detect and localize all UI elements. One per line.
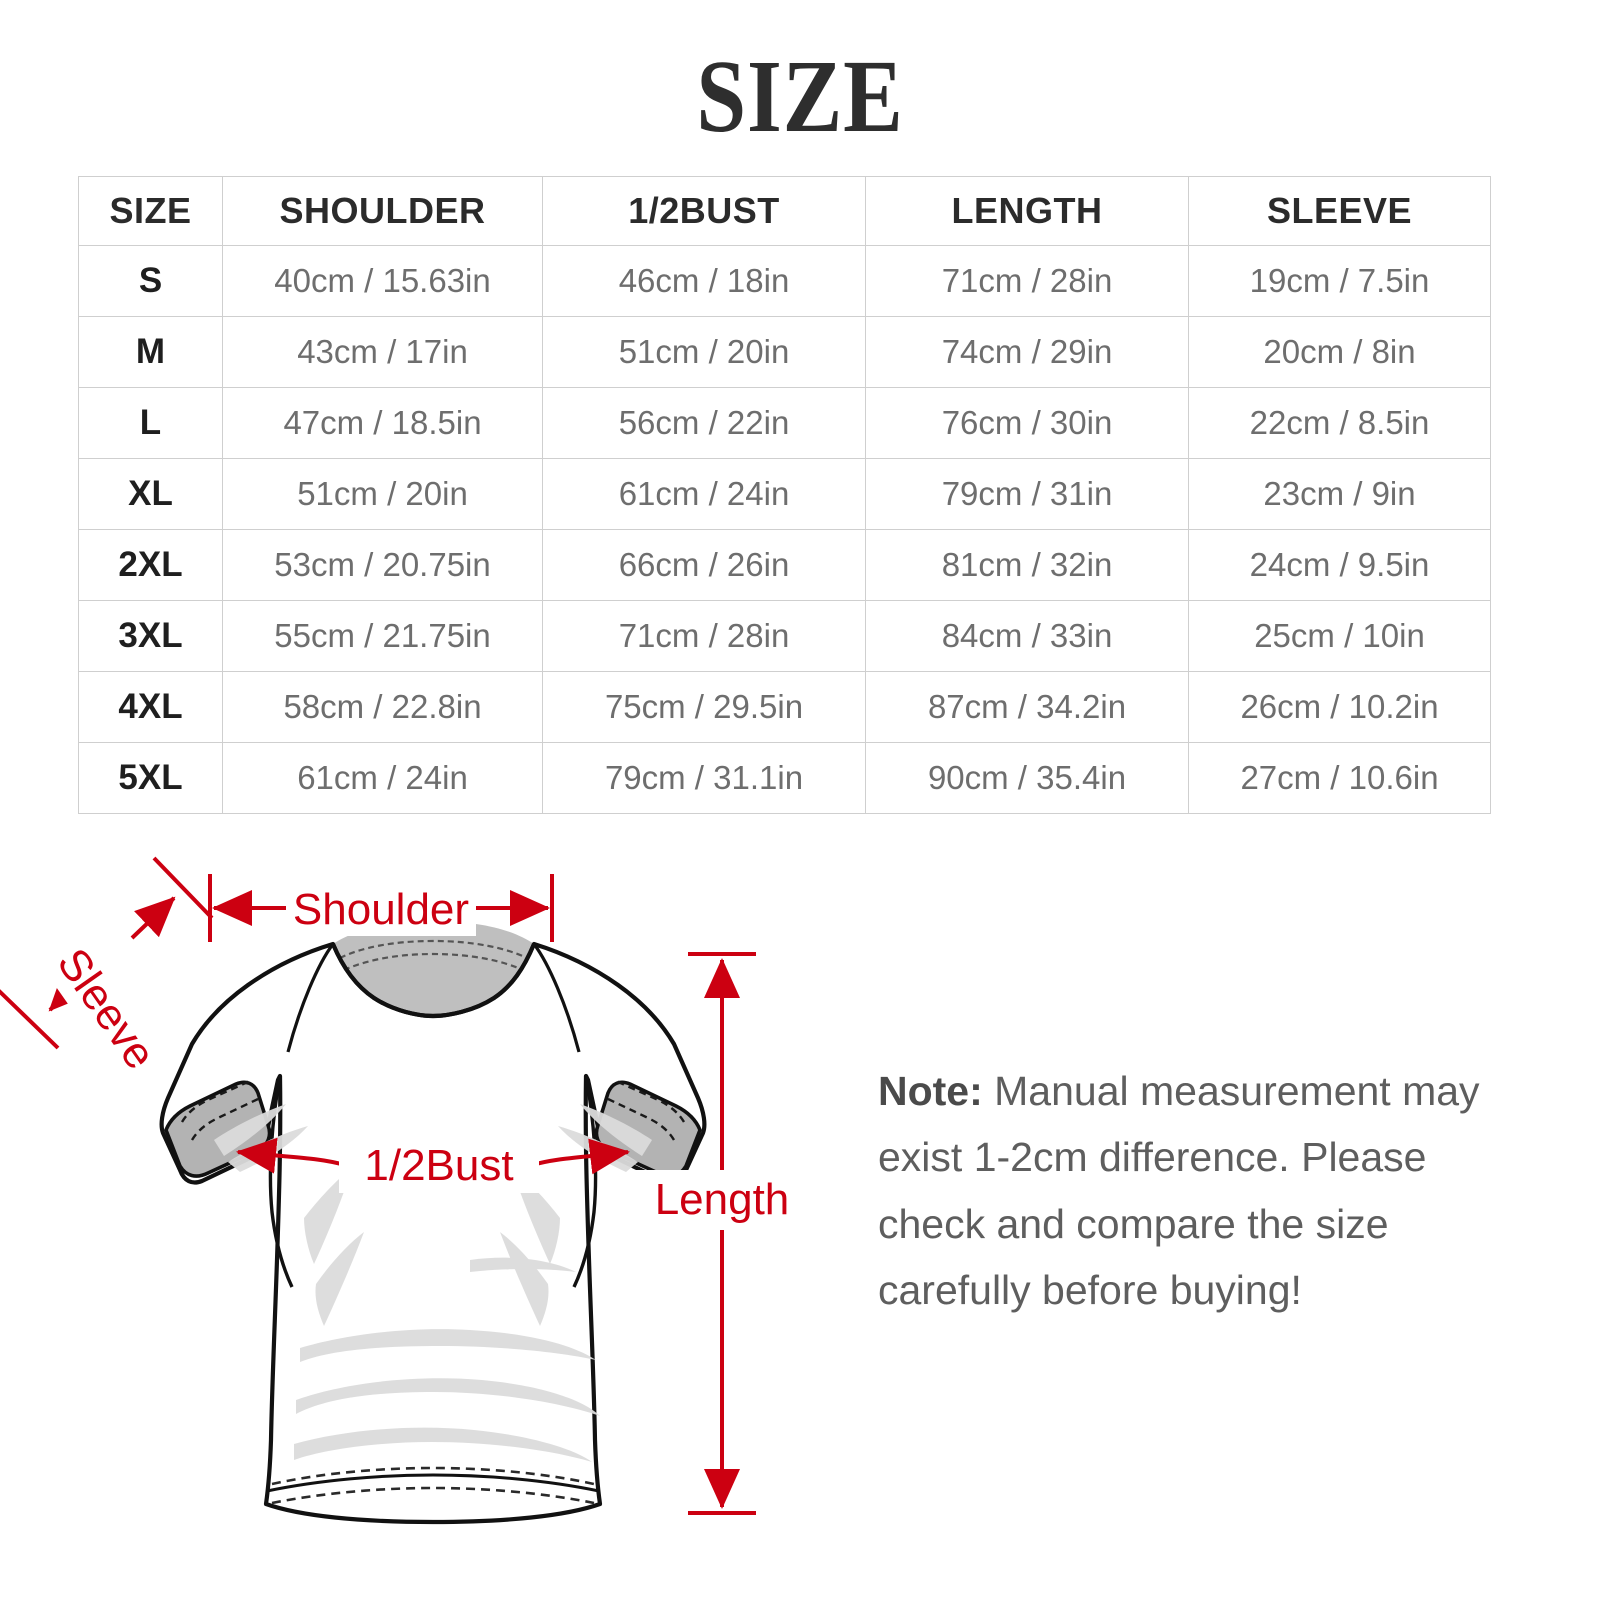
sleeve-tick-lower xyxy=(0,989,60,1050)
cell-sleeve: 20cm / 8in xyxy=(1188,316,1491,388)
table-row: M 43cm / 17in 51cm / 20in 74cm / 29in 20… xyxy=(78,316,1491,388)
column-header-size: SIZE xyxy=(78,176,223,246)
size-chart-table: SIZE SHOULDER 1/2BUST LENGTH SLEEVE S 40… xyxy=(78,176,1491,814)
cell-bust: 75cm / 29.5in xyxy=(542,671,866,743)
cell-size: M xyxy=(78,316,223,388)
cell-bust: 79cm / 31.1in xyxy=(542,742,866,814)
cell-bust: 61cm / 24in xyxy=(542,458,866,530)
cell-size: 2XL xyxy=(78,529,223,601)
cell-sleeve: 25cm / 10in xyxy=(1188,600,1491,672)
sleeve-arrow-up xyxy=(130,896,176,940)
column-header-bust: 1/2BUST xyxy=(542,176,866,246)
cell-length: 90cm / 35.4in xyxy=(865,742,1189,814)
collar-stitch-band xyxy=(339,939,528,959)
collar-outer-edge xyxy=(331,943,536,1019)
cell-size: 3XL xyxy=(78,600,223,672)
tshirt-illustration xyxy=(159,921,707,1525)
column-header-length: LENGTH xyxy=(865,176,1189,246)
cell-shoulder: 58cm / 22.8in xyxy=(222,671,543,743)
sleeve-label-backdrop xyxy=(32,922,178,1098)
cell-sleeve: 26cm / 10.2in xyxy=(1188,671,1491,743)
table-row: 5XL 61cm / 24in 79cm / 31.1in 90cm / 35.… xyxy=(78,742,1491,814)
length-label: Length xyxy=(655,1175,790,1224)
cuff-stitch-right-2 xyxy=(607,1097,676,1141)
table-row: L 47cm / 18.5in 56cm / 22in 76cm / 30in … xyxy=(78,387,1491,459)
cell-shoulder: 43cm / 17in xyxy=(222,316,543,388)
cell-length: 76cm / 30in xyxy=(865,387,1189,459)
length-label-backdrop xyxy=(630,1170,818,1228)
column-header-shoulder: SHOULDER xyxy=(222,176,543,246)
cell-size: 4XL xyxy=(78,671,223,743)
cell-shoulder: 40cm / 15.63in xyxy=(222,245,543,317)
hem-stitch-lower xyxy=(271,1486,595,1505)
cell-size: 5XL xyxy=(78,742,223,814)
note-prefix: Note: xyxy=(878,1068,983,1114)
cuff-stitch-right-1 xyxy=(615,1079,686,1123)
cuff-stitch-left-2 xyxy=(190,1097,259,1141)
cell-bust: 46cm / 18in xyxy=(542,245,866,317)
cell-shoulder: 47cm / 18.5in xyxy=(222,387,543,459)
cell-size: S xyxy=(78,245,223,317)
size-chart-table-container: SIZE SHOULDER 1/2BUST LENGTH SLEEVE S 40… xyxy=(78,176,1491,814)
cell-length: 81cm / 32in xyxy=(865,529,1189,601)
note-body: Manual measurement may exist 1-2cm diffe… xyxy=(878,1068,1480,1314)
measurement-annotations xyxy=(0,856,756,1515)
shoulder-label: Shoulder xyxy=(293,885,469,934)
cell-sleeve: 23cm / 9in xyxy=(1188,458,1491,530)
hem-stitch-upper xyxy=(271,1466,595,1486)
sleeve-tick-upper xyxy=(152,856,214,920)
cell-bust: 71cm / 28in xyxy=(542,600,866,672)
cell-size: L xyxy=(78,387,223,459)
measurement-note: Note: Manual measurement may exist 1-2cm… xyxy=(878,1058,1500,1324)
cell-shoulder: 55cm / 21.75in xyxy=(222,600,543,672)
table-row: XL 51cm / 20in 61cm / 24in 79cm / 31in 2… xyxy=(78,458,1491,530)
cell-size: XL xyxy=(78,458,223,530)
half-bust-arrow-right xyxy=(531,1138,630,1175)
cell-shoulder: 51cm / 20in xyxy=(222,458,543,530)
shoulder-label-backdrop xyxy=(286,880,476,936)
half-bust-label: 1/2Bust xyxy=(364,1141,513,1190)
hem-fold-line xyxy=(266,1473,600,1493)
table-row: S 40cm / 15.63in 46cm / 18in 71cm / 28in… xyxy=(78,245,1491,317)
cell-bust: 51cm / 20in xyxy=(542,316,866,388)
cell-bust: 66cm / 26in xyxy=(542,529,866,601)
cell-bust: 56cm / 22in xyxy=(542,387,866,459)
cell-sleeve: 19cm / 7.5in xyxy=(1188,245,1491,317)
cell-length: 71cm / 28in xyxy=(865,245,1189,317)
table-row: 4XL 58cm / 22.8in 75cm / 29.5in 87cm / 3… xyxy=(78,671,1491,743)
shoulder-seam-left xyxy=(286,943,335,1053)
half-bust-label-backdrop xyxy=(339,1135,539,1193)
cuff-stitch-left-1 xyxy=(180,1079,251,1123)
cell-sleeve: 22cm / 8.5in xyxy=(1188,387,1491,459)
cell-length: 84cm / 33in xyxy=(865,600,1189,672)
cell-length: 74cm / 29in xyxy=(865,316,1189,388)
collar-stitch-band-2 xyxy=(343,952,524,972)
measurement-diagram: Shoulder Sleeve 1/2Bust Length xyxy=(0,840,860,1560)
table-header-row: SIZE SHOULDER 1/2BUST LENGTH SLEEVE xyxy=(78,176,1491,246)
half-bust-arrow-left xyxy=(236,1137,346,1174)
cell-shoulder: 53cm / 20.75in xyxy=(222,529,543,601)
cell-sleeve: 24cm / 9.5in xyxy=(1188,529,1491,601)
cell-length: 87cm / 34.2in xyxy=(865,671,1189,743)
cell-shoulder: 61cm / 24in xyxy=(222,742,543,814)
tshirt-outline xyxy=(159,941,707,1525)
table-row: 3XL 55cm / 21.75in 71cm / 28in 84cm / 33… xyxy=(78,600,1491,672)
column-header-sleeve: SLEEVE xyxy=(1188,176,1491,246)
cell-length: 79cm / 31in xyxy=(865,458,1189,530)
shoulder-seam-right xyxy=(532,943,581,1053)
table-row: 2XL 53cm / 20.75in 66cm / 26in 81cm / 32… xyxy=(78,529,1491,601)
page-title: SIZE xyxy=(696,39,904,154)
cell-sleeve: 27cm / 10.6in xyxy=(1188,742,1491,814)
